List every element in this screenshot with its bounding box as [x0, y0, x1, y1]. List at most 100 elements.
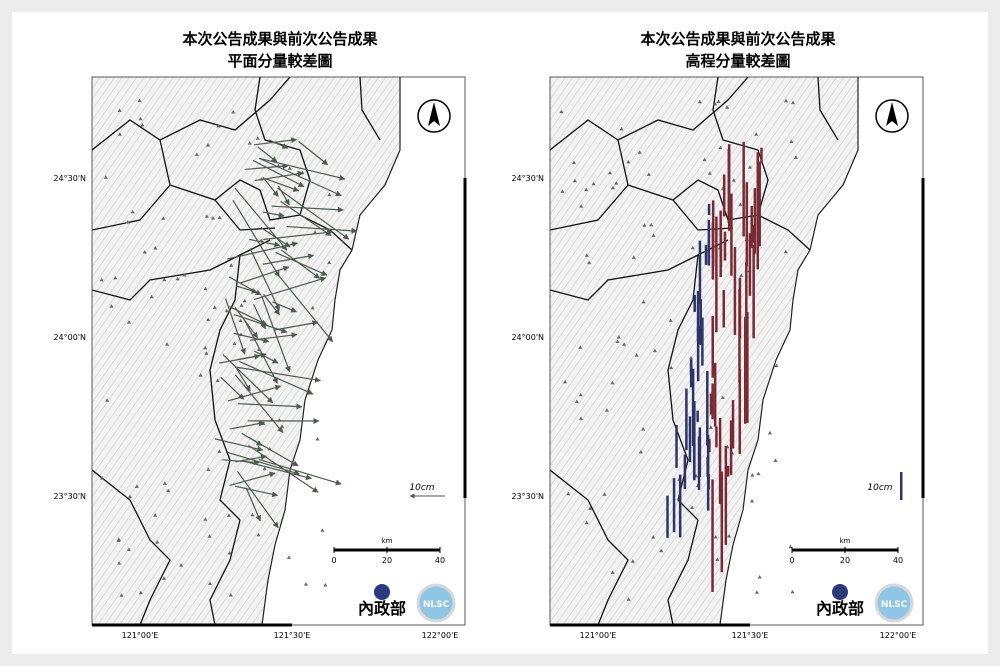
- height-bar: [672, 478, 676, 533]
- station: [750, 473, 755, 477]
- logo-ministry: 內政部: [358, 599, 406, 618]
- station: [128, 494, 133, 499]
- height-bar: [752, 245, 755, 339]
- displacement-vector: [224, 298, 246, 355]
- station: [287, 166, 292, 170]
- height-bar: [715, 216, 718, 333]
- station: [604, 408, 609, 412]
- height-bar: [731, 400, 735, 449]
- station: [226, 513, 231, 517]
- displacement-vector: [229, 471, 276, 486]
- station: [216, 124, 221, 128]
- height-bar: [729, 420, 733, 475]
- station: [602, 492, 607, 496]
- county-border: [359, 77, 381, 141]
- map: [550, 77, 923, 625]
- scale-unit: km: [840, 537, 851, 545]
- station: [614, 181, 619, 185]
- displacement-vector: [262, 176, 279, 197]
- station: [320, 528, 325, 532]
- station: [689, 355, 693, 360]
- displacement-vector: [229, 306, 268, 326]
- height-bar: [698, 240, 702, 305]
- station: [646, 172, 651, 176]
- height-bar: [745, 182, 749, 267]
- station: [579, 204, 584, 208]
- county-border: [209, 519, 241, 625]
- displacement-vector: [264, 177, 300, 192]
- station: [155, 540, 160, 544]
- displacement-vector: [249, 238, 281, 248]
- height-bar: [696, 410, 699, 422]
- station: [212, 305, 217, 309]
- height-bar: [706, 371, 709, 446]
- county-border: [92, 77, 291, 151]
- station: [659, 548, 664, 553]
- height-bar: [698, 327, 702, 345]
- height-bar: [711, 222, 715, 280]
- station: [707, 171, 712, 175]
- station: [572, 178, 577, 183]
- height-bar: [711, 315, 714, 378]
- height-bar: [704, 245, 708, 265]
- station: [206, 143, 211, 147]
- station: [773, 458, 778, 463]
- displacement-vector: [227, 384, 282, 402]
- height-bar: [706, 435, 710, 511]
- height-bar: [678, 474, 682, 538]
- station: [713, 534, 718, 539]
- legend-bar: [900, 472, 903, 500]
- station: [166, 488, 171, 493]
- station: [117, 108, 122, 113]
- height-bar: [711, 383, 714, 420]
- station: [119, 593, 124, 597]
- station: [215, 378, 220, 382]
- station: [584, 187, 589, 192]
- displacement-vector: [241, 432, 263, 446]
- station: [165, 342, 170, 346]
- station: [304, 582, 309, 586]
- station: [591, 181, 596, 186]
- displacement-vector: [298, 140, 329, 166]
- station: [229, 263, 234, 267]
- lon-label: 121°30'E: [732, 631, 769, 640]
- logo-badge: [874, 583, 914, 623]
- legend-label: 10cm: [867, 483, 892, 493]
- station: [566, 491, 571, 496]
- station: [137, 98, 142, 102]
- station: [142, 250, 147, 254]
- scale-unit: km: [382, 537, 393, 545]
- height-bar: [713, 362, 717, 427]
- scale-tick-label: 0: [331, 556, 336, 565]
- station: [738, 202, 743, 206]
- station: [153, 246, 158, 250]
- station: [754, 590, 759, 594]
- height-bar: [693, 294, 696, 312]
- height-bar: [718, 417, 722, 504]
- logo-badge: [416, 583, 456, 623]
- station: [126, 547, 131, 551]
- station: [138, 116, 143, 121]
- station: [767, 430, 772, 435]
- height-bar: [707, 203, 711, 216]
- station: [739, 273, 744, 277]
- height-bar: [699, 299, 702, 343]
- station: [161, 216, 166, 220]
- station: [708, 425, 713, 429]
- station: [652, 348, 657, 353]
- station: [117, 132, 122, 136]
- displacement-vector: [235, 367, 251, 392]
- station: [783, 249, 788, 254]
- station: [783, 98, 788, 103]
- displacement-vector: [227, 451, 301, 476]
- station: [175, 276, 180, 281]
- station: [610, 570, 615, 574]
- station: [228, 592, 233, 597]
- station: [622, 342, 627, 346]
- displacement-vector: [280, 200, 332, 237]
- logo-emblem: [832, 584, 848, 600]
- height-bar: [696, 290, 700, 342]
- station: [286, 555, 291, 559]
- station: [749, 498, 754, 503]
